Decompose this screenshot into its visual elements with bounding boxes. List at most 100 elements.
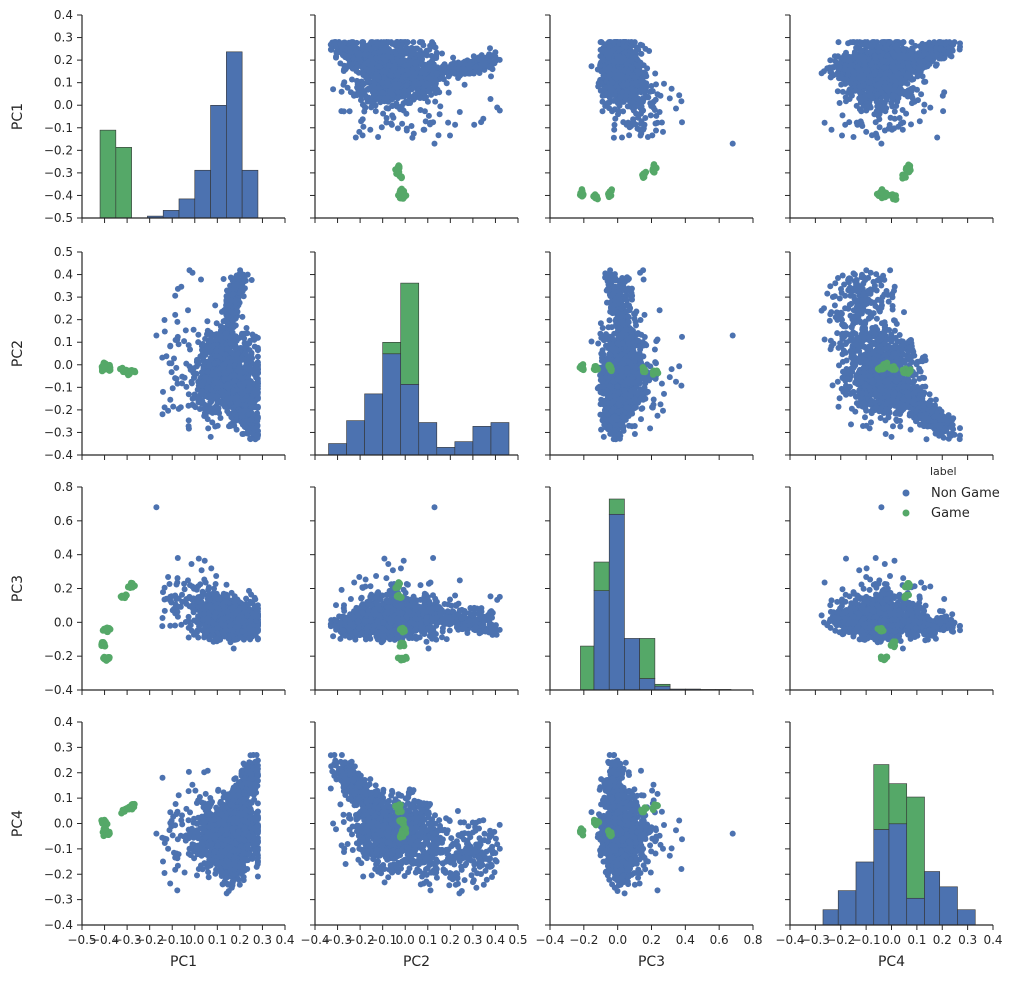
point-non-game (866, 49, 873, 55)
point-non-game (433, 70, 440, 77)
point-non-game (340, 81, 347, 88)
point-non-game (940, 108, 947, 115)
point-non-game (835, 39, 842, 46)
point-non-game (358, 97, 364, 104)
point-non-game (834, 88, 841, 95)
point-non-game (415, 89, 422, 96)
point-non-game (480, 55, 487, 61)
point-non-game (466, 70, 473, 77)
point-non-game (388, 72, 395, 79)
point-non-game (393, 100, 400, 107)
point-non-game (625, 69, 632, 76)
point-non-game (616, 46, 623, 53)
point-non-game (171, 355, 177, 362)
panel-pc1-pc4 (785, 14, 994, 223)
point-non-game (422, 118, 429, 125)
point-non-game (371, 85, 378, 92)
point-non-game (863, 128, 870, 135)
point-game (892, 196, 900, 203)
point-non-game (331, 40, 338, 47)
point-non-game (900, 39, 907, 46)
point-non-game (452, 121, 459, 128)
point-non-game (597, 80, 604, 87)
point-non-game (431, 140, 438, 147)
point-non-game (828, 126, 835, 133)
point-non-game (651, 107, 658, 113)
point-non-game (367, 46, 374, 53)
point-non-game (880, 39, 887, 46)
point-non-game (922, 78, 929, 85)
point-game (877, 189, 885, 196)
point-non-game (599, 108, 606, 115)
point-non-game (609, 108, 616, 115)
point-non-game (945, 49, 952, 55)
point-non-game (491, 58, 498, 65)
point-non-game (860, 72, 867, 79)
point-non-game (640, 126, 647, 133)
point-non-game (410, 130, 417, 137)
point-non-game (437, 103, 444, 110)
point-non-game (912, 53, 919, 59)
y-tick-label: 0.3 (54, 31, 73, 45)
y-tick-label: 0.2 (54, 53, 73, 67)
point-non-game (420, 42, 427, 49)
point-non-game (347, 45, 354, 52)
point-non-game (610, 134, 617, 141)
point-non-game (445, 119, 452, 126)
point-non-game (607, 71, 613, 77)
point-non-game (635, 62, 642, 69)
point-non-game (653, 81, 659, 88)
point-non-game (858, 120, 865, 127)
point-non-game (430, 41, 437, 48)
point-non-game (661, 80, 667, 87)
point-non-game (333, 53, 340, 60)
point-non-game (618, 72, 625, 79)
point-non-game (676, 92, 683, 99)
point-non-game (480, 115, 487, 122)
point-non-game (893, 42, 900, 49)
point-non-game (950, 41, 957, 48)
point-non-game (338, 88, 345, 95)
point-non-game (911, 98, 918, 105)
point-non-game (198, 276, 204, 283)
point-game (640, 173, 648, 181)
point-non-game (876, 81, 883, 87)
point-non-game (843, 98, 849, 105)
point-non-game (867, 43, 874, 50)
point-non-game (597, 62, 604, 69)
point-non-game (906, 72, 913, 78)
panel-pc1-pc3 (545, 14, 754, 223)
point-non-game (929, 52, 936, 59)
point-non-game (889, 126, 895, 133)
point-non-game (647, 88, 654, 95)
point-game (608, 186, 615, 193)
point-non-game (845, 40, 852, 47)
point-non-game (355, 53, 362, 59)
point-non-game (871, 52, 878, 59)
point-non-game (907, 66, 914, 73)
hist-bar-non-game-pc1-3 (162, 210, 180, 219)
hist-bar-non-game-pc1-4 (178, 198, 196, 219)
point-non-game (439, 74, 446, 81)
point-non-game (899, 107, 906, 113)
point-non-game (346, 108, 353, 115)
point-non-game (891, 115, 898, 122)
point-non-game (876, 47, 882, 54)
point-non-game (900, 46, 907, 53)
point-non-game (892, 83, 899, 89)
point-non-game (894, 71, 901, 78)
point-non-game (873, 108, 880, 115)
point-non-game (638, 50, 645, 57)
y-tick-label: −0.3 (44, 166, 73, 180)
point-non-game (447, 132, 453, 139)
hist-bar-game-pc1-1 (115, 147, 132, 219)
point-non-game (455, 65, 462, 72)
point-non-game (461, 66, 468, 73)
point-game (594, 195, 601, 203)
point-game (906, 164, 914, 172)
point-non-game (359, 132, 366, 139)
point-non-game (916, 69, 923, 76)
point-non-game (159, 411, 166, 418)
point-non-game (417, 107, 424, 113)
point-non-game (640, 95, 646, 102)
